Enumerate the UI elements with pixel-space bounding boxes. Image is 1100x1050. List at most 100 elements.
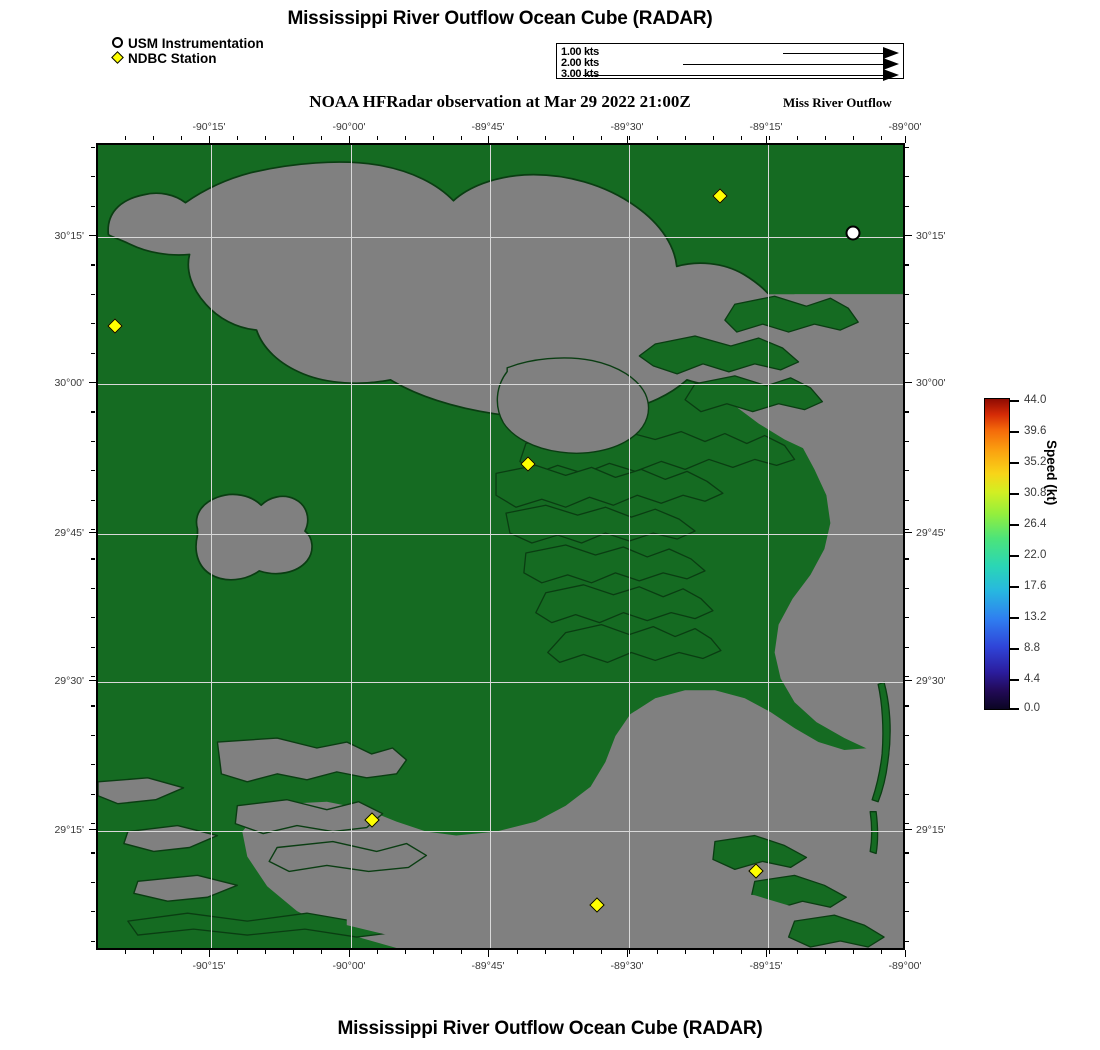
velocity-scale-row-3: 3.00 kts	[557, 68, 903, 81]
lat-minor-tick	[91, 852, 95, 854]
lon-minor-tick	[293, 136, 295, 140]
lat-minor-tick	[905, 734, 909, 737]
lon-tick-label: -89°15'	[749, 121, 783, 133]
lat-minor-tick	[905, 793, 909, 795]
lon-tick-label: -89°30'	[610, 121, 644, 133]
lat-minor-tick	[905, 440, 909, 443]
lat-minor-tick	[91, 558, 95, 560]
velocity-arrow-shaft-1	[783, 53, 883, 54]
lon-minor-tick	[769, 136, 771, 140]
colorbar-tick-label: 35.2	[1024, 456, 1047, 468]
map-plot-area[interactable]	[96, 143, 905, 950]
lat-minor-tick	[91, 470, 95, 472]
lat-minor-tick	[905, 646, 909, 648]
lat-minor-tick	[91, 146, 95, 149]
lon-minor-tick	[433, 136, 435, 140]
gridline-lon-5	[768, 145, 770, 948]
region-label: Miss River Outflow	[783, 95, 892, 110]
lon-minor-tick	[685, 950, 687, 954]
lon-minor-tick	[853, 950, 855, 954]
lat-tick-label: 29°30'	[916, 675, 946, 687]
lon-minor-tick	[517, 136, 519, 140]
lat-minor-tick	[91, 940, 95, 942]
lat-tick-label: 29°15'	[54, 824, 84, 836]
colorbar-tick-label: 0.0	[1024, 702, 1040, 714]
gridline-lat-4	[98, 682, 903, 684]
lon-minor-tick	[545, 950, 547, 954]
lon-minor-tick	[713, 950, 715, 954]
velocity-scale-label-3: 3.00 kts	[561, 68, 599, 80]
colorbar-tick-label: 8.8	[1024, 642, 1040, 654]
lat-minor-tick	[905, 587, 909, 590]
lon-minor-tick	[657, 136, 659, 140]
lat-minor-tick	[905, 499, 909, 501]
lon-minor-tick	[573, 950, 575, 954]
lat-minor-tick	[905, 823, 909, 825]
gridline-lat-5	[98, 831, 903, 833]
gridline-lon-3	[490, 145, 492, 948]
lat-minor-tick	[91, 352, 95, 354]
marker-legend: USM Instrumentation NDBC Station	[110, 36, 264, 66]
lon-minor-tick	[601, 136, 603, 140]
lon-minor-tick	[153, 136, 155, 140]
lat-tick-label: 29°15'	[916, 824, 946, 836]
velocity-arrow-shaft-2	[683, 64, 883, 65]
lat-minor-tick	[91, 264, 95, 266]
lat-minor-tick	[905, 676, 909, 678]
velocity-arrow-head-1	[883, 47, 899, 59]
lat-tick-label: 29°30'	[54, 675, 84, 687]
lon-tick-label: -89°00'	[888, 960, 922, 972]
bottom-title: Mississippi River Outflow Ocean Cube (RA…	[337, 1018, 763, 1039]
lon-minor-tick	[741, 136, 743, 140]
lat-minor-tick	[905, 911, 909, 913]
colorbar-tick-label: 4.4	[1024, 673, 1040, 685]
velocity-scale-legend: 1.00 kts 2.00 kts 3.00 kts	[556, 43, 904, 81]
lon-tick-label: -89°15'	[749, 960, 783, 972]
lat-minor-tick	[905, 881, 909, 884]
lat-minor-tick	[91, 176, 95, 178]
gridline-lat-1	[98, 237, 903, 239]
lat-minor-tick	[905, 940, 909, 942]
lon-tick-label: -90°15'	[192, 960, 226, 972]
lat-minor-tick	[91, 734, 95, 737]
velocity-scale-row-1: 1.00 kts	[557, 46, 903, 59]
lon-minor-tick	[573, 136, 575, 140]
lon-minor-tick	[769, 950, 771, 954]
usm-instrumentation-marker[interactable]	[845, 225, 861, 241]
circle-marker-icon	[110, 36, 128, 51]
lon-minor-tick	[321, 950, 323, 954]
lat-minor-tick	[91, 676, 95, 678]
colorbar-tick-label: 30.8	[1024, 487, 1047, 499]
lat-tick-label: 30°15'	[54, 230, 84, 242]
lat-minor-tick	[905, 470, 909, 472]
lon-minor-tick	[125, 136, 127, 140]
lat-minor-tick	[91, 793, 95, 795]
speed-colorbar[interactable]: 44.0 39.6 35.2 30.8 26.4 22.0 17.6 13.2 …	[984, 394, 1046, 714]
lon-minor-tick	[881, 136, 883, 140]
lon-minor-tick	[517, 950, 519, 954]
colorbar-tick-label: 39.6	[1024, 425, 1047, 437]
lon-minor-tick	[797, 136, 799, 140]
lon-tick-label: -89°45'	[471, 960, 505, 972]
legend-label-ndbc: NDBC Station	[128, 51, 217, 66]
lat-minor-tick	[905, 146, 909, 149]
lat-minor-tick	[91, 764, 95, 766]
colorbar-title: Speed (kt)	[1044, 440, 1059, 506]
velocity-arrow-shaft-3	[583, 75, 883, 76]
lon-minor-tick	[237, 136, 239, 140]
lat-minor-tick	[91, 823, 95, 825]
colorbar-gradient	[984, 398, 1010, 710]
colorbar-tick-label: 44.0	[1024, 394, 1047, 406]
gridline-lon-4	[629, 145, 631, 948]
lat-minor-tick	[91, 440, 95, 443]
lat-minor-tick	[905, 558, 909, 560]
lon-minor-tick	[377, 950, 379, 954]
lat-minor-tick	[91, 411, 95, 413]
lat-minor-tick	[905, 411, 909, 413]
colorbar-tick-label: 22.0	[1024, 549, 1047, 561]
lon-minor-tick	[545, 136, 547, 140]
lon-minor-tick	[265, 950, 267, 954]
gridline-lat-3	[98, 534, 903, 536]
lat-minor-tick	[905, 352, 909, 354]
colorbar-tick-label: 13.2	[1024, 611, 1047, 623]
